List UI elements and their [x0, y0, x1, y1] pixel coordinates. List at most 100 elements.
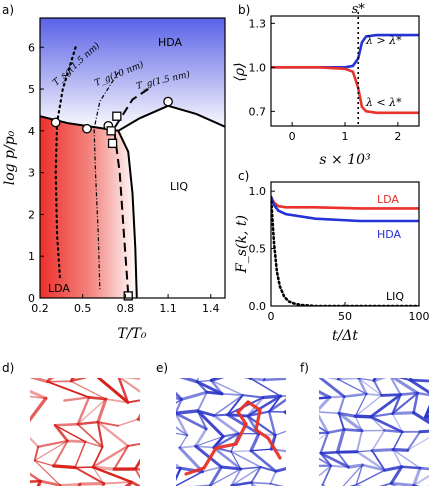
legend-hda: HDA	[377, 228, 402, 241]
network-bond	[236, 410, 248, 426]
network-bond	[390, 378, 402, 396]
network-bond	[319, 411, 340, 415]
network-bond	[230, 485, 233, 486]
network-bond	[176, 467, 182, 482]
network-bond	[406, 430, 422, 452]
network-bond	[336, 378, 343, 381]
y-tick-label: 0.0	[249, 300, 267, 313]
network-bond	[230, 432, 240, 453]
data-point-square	[123, 291, 133, 301]
x-tick-label: 1	[342, 130, 349, 143]
y-tick-label: 1.0	[249, 61, 267, 74]
network-bond	[389, 465, 404, 485]
network-bond	[78, 483, 82, 486]
network-bond	[241, 394, 265, 399]
network-bond	[195, 435, 224, 447]
network-bond	[353, 414, 373, 419]
network-bond	[155, 433, 171, 450]
network-bond	[321, 483, 326, 486]
network-bond	[180, 390, 209, 401]
network-bond	[230, 450, 252, 453]
network-bond	[196, 378, 200, 383]
network-bond	[84, 440, 104, 448]
network-bond	[196, 409, 208, 430]
network-bond	[147, 481, 174, 490]
network-bond	[159, 397, 170, 420]
network-bond	[142, 375, 158, 379]
network-bond	[11, 445, 20, 462]
network-bond	[274, 467, 286, 473]
network-bond	[259, 466, 277, 473]
network-bond	[142, 353, 150, 379]
network-bond	[317, 360, 329, 376]
network-bond	[283, 410, 286, 415]
network-bond	[369, 393, 402, 419]
network-bond	[391, 411, 416, 416]
network-bond	[269, 470, 277, 485]
network-bond	[137, 490, 147, 502]
network-bond	[302, 399, 313, 417]
network-bond	[432, 450, 436, 452]
network-bond	[28, 355, 37, 376]
network-bond	[170, 360, 182, 364]
network-bond	[96, 420, 104, 449]
s-star-label: s*	[352, 2, 366, 17]
network-bond	[117, 418, 139, 427]
panel-c-ylabel: F_s(k, t)	[234, 215, 250, 274]
network-bond	[219, 465, 243, 471]
network-bond	[424, 404, 429, 419]
network-bond	[246, 400, 262, 412]
network-bond	[176, 463, 182, 470]
network-bond	[255, 358, 274, 363]
network-bond	[162, 445, 169, 467]
network-bond	[432, 381, 436, 398]
network-bond	[194, 445, 215, 449]
network-bond	[37, 439, 69, 448]
network-bond	[355, 464, 364, 486]
network-bond	[248, 378, 266, 382]
network-bond	[304, 465, 311, 489]
network-bond	[319, 390, 332, 399]
network-bond	[46, 378, 52, 383]
network-bond	[307, 360, 329, 362]
network-bond	[178, 445, 197, 449]
network-bond	[337, 378, 360, 381]
network-bond	[10, 417, 27, 423]
network-bond	[249, 449, 278, 473]
network-bond	[341, 489, 368, 502]
network-bond	[249, 378, 253, 380]
network-bond	[212, 446, 243, 471]
network-bond	[369, 415, 404, 434]
y-tick-label: 1.0	[249, 185, 267, 198]
network-bond	[176, 411, 208, 431]
network-bond	[236, 400, 250, 414]
network-bond	[96, 397, 108, 424]
network-bond	[108, 354, 125, 361]
network-bond	[36, 479, 43, 486]
network-bond	[412, 466, 422, 486]
network-bond	[118, 378, 140, 393]
y-tick-label: 5	[28, 83, 35, 96]
network-bond	[383, 465, 404, 472]
network-bond	[319, 431, 330, 435]
network-bond	[63, 396, 91, 402]
network-bond	[46, 378, 55, 383]
network-bond	[319, 378, 346, 399]
network-bond	[288, 378, 304, 379]
network-bond	[254, 408, 262, 432]
network-bond	[230, 466, 262, 486]
network-bond	[46, 380, 90, 399]
network-bond	[254, 428, 270, 440]
network-bond	[337, 378, 340, 380]
network-bond	[97, 421, 119, 427]
network-bond	[319, 396, 331, 400]
network-bond	[76, 423, 104, 448]
network-bond	[319, 395, 332, 412]
network-bond	[428, 485, 429, 486]
network-bond	[250, 481, 272, 485]
network-bond	[176, 412, 189, 437]
network-bond	[59, 484, 62, 486]
network-bond	[158, 483, 189, 502]
network-bond	[249, 378, 282, 397]
network-bond	[119, 361, 126, 377]
